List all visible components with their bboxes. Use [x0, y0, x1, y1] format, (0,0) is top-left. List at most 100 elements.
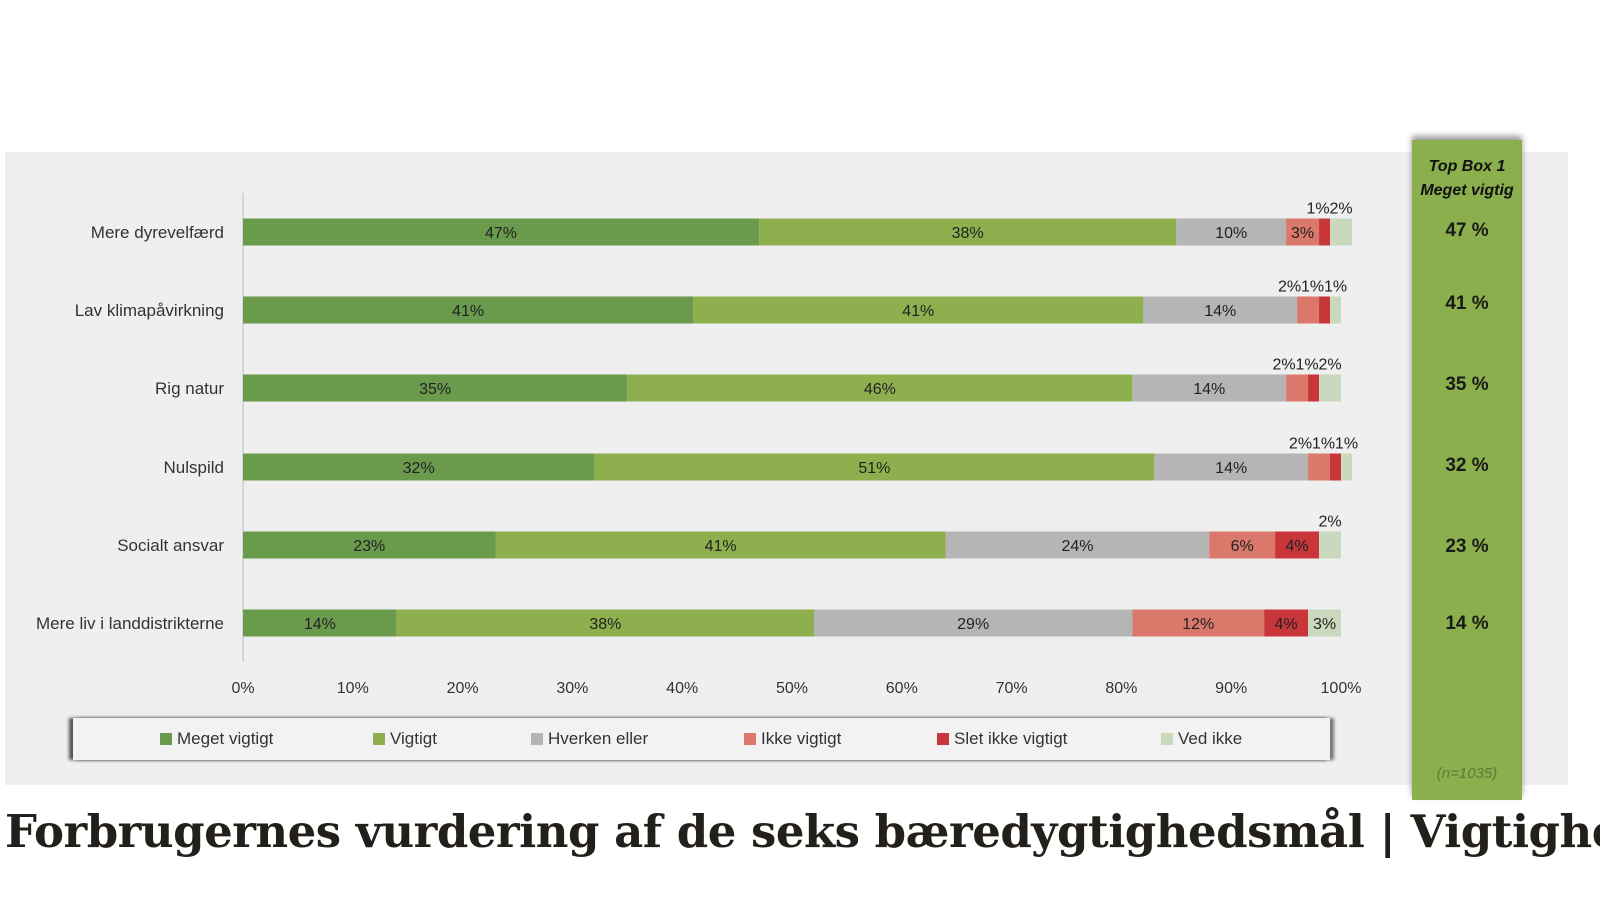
bar-segment — [1308, 453, 1331, 481]
legend-swatch — [373, 733, 385, 745]
bar-segment — [243, 296, 694, 324]
data-label: 1% — [1312, 436, 1335, 453]
data-label: 12% — [1182, 616, 1214, 633]
legend: Meget vigtigt Vigtigt Hverken eller Ikke vi… — [73, 718, 1330, 760]
bar-segment — [1330, 453, 1341, 481]
bar-segment — [1143, 296, 1298, 324]
data-label: 38% — [952, 225, 984, 242]
category-label: Mere liv i landdistrikterne — [36, 614, 224, 633]
data-label: 4% — [1286, 538, 1309, 555]
legend-label: Slet ikke vigtigt — [954, 729, 1068, 748]
category-label: Lav klimapåvirkning — [75, 301, 224, 320]
data-label: 2% — [1272, 357, 1295, 374]
bar-segment — [945, 531, 1210, 559]
bar-segment — [1264, 609, 1309, 637]
sample-size: (n=1035) — [1436, 765, 1498, 782]
data-label: 14% — [304, 616, 336, 633]
bar-segment — [1319, 374, 1341, 402]
bar-segment — [243, 531, 496, 559]
x-tick-label: 60% — [886, 680, 918, 697]
bar-segment — [594, 453, 1155, 481]
x-tick-label: 30% — [556, 680, 588, 697]
legend-label: Meget vigtigt — [177, 729, 274, 748]
x-tick-label: 0% — [231, 680, 254, 697]
data-label: 23% — [353, 538, 385, 555]
bar-segment — [1209, 531, 1276, 559]
data-label: 1% — [1295, 357, 1318, 374]
data-label: 32% — [403, 460, 435, 477]
bar-segment — [1132, 609, 1265, 637]
data-label: 2% — [1278, 279, 1301, 296]
top-box-subtitle: Meget vigtig — [1420, 182, 1514, 199]
legend-item: Ved ikke — [1161, 729, 1242, 749]
legend-item: Hverken eller — [531, 729, 648, 749]
page-title: Forbrugernes vurdering af de seks bæredy… — [5, 805, 1600, 858]
data-label: 2% — [1318, 514, 1341, 531]
data-label: 6% — [1231, 538, 1254, 555]
bar-segment — [1286, 218, 1320, 246]
data-label: 46% — [864, 381, 896, 398]
top-box-value: 23 % — [1445, 536, 1489, 557]
bar-segment — [1286, 374, 1309, 402]
bar-segment — [759, 218, 1177, 246]
top-box-panel: Top Box 1 Meget vigtig 47 % 41 % 35 % 32 … — [1412, 140, 1522, 800]
bar-segment — [1330, 218, 1352, 246]
data-label: 51% — [858, 460, 890, 477]
legend-swatch — [937, 733, 949, 745]
bar-segment — [1319, 531, 1341, 559]
bar-segment — [1176, 218, 1287, 246]
data-label: 2% — [1318, 357, 1341, 374]
bar-segment — [243, 218, 760, 246]
bar-segment — [1341, 453, 1352, 481]
top-box-value: 41 % — [1445, 293, 1489, 314]
data-label: 41% — [452, 303, 484, 320]
category-label: Mere dyrevelfærd — [91, 223, 224, 242]
data-label: 24% — [1061, 538, 1093, 555]
top-box-value: 35 % — [1445, 374, 1489, 395]
bar-segment — [1330, 296, 1341, 324]
data-label: 38% — [589, 616, 621, 633]
top-box-value: 14 % — [1445, 613, 1489, 634]
legend-item: Vigtigt — [373, 729, 437, 749]
data-label: 3% — [1313, 616, 1336, 633]
bar-segment — [1154, 453, 1309, 481]
data-label: 2% — [1289, 436, 1312, 453]
data-label: 4% — [1275, 616, 1298, 633]
data-label: 1% — [1306, 201, 1329, 218]
legend-swatch — [1161, 733, 1173, 745]
bar-segment — [813, 609, 1133, 637]
legend-swatch — [744, 733, 756, 745]
bar-segment — [1275, 531, 1320, 559]
bar-segment — [1132, 374, 1287, 402]
top-box-value: 47 % — [1445, 220, 1489, 241]
legend-label: Hverken eller — [548, 729, 649, 748]
bar-segment — [243, 374, 628, 402]
data-label: 35% — [419, 381, 451, 398]
bar-segment — [1297, 296, 1320, 324]
bar-segment — [1319, 218, 1331, 246]
bar-segment — [1308, 609, 1341, 637]
bar-segment — [693, 296, 1144, 324]
data-label: 41% — [902, 303, 934, 320]
data-label: 41% — [705, 538, 737, 555]
data-label: 10% — [1215, 225, 1247, 242]
legend-label: Ikke vigtigt — [761, 729, 842, 748]
x-tick-label: 50% — [776, 680, 808, 697]
data-label: 47% — [485, 225, 517, 242]
data-label: 3% — [1291, 225, 1314, 242]
legend-swatch — [531, 733, 543, 745]
legend-label: Vigtigt — [390, 729, 437, 748]
bar-segment — [495, 531, 946, 559]
data-label: 1% — [1335, 436, 1358, 453]
data-label: 1% — [1324, 279, 1347, 296]
data-label: 29% — [957, 616, 989, 633]
x-tick-label: 90% — [1215, 680, 1247, 697]
bar-segment — [1319, 296, 1331, 324]
data-label: 1% — [1301, 279, 1324, 296]
bar-segment — [243, 609, 397, 637]
x-tick-label: 80% — [1105, 680, 1137, 697]
legend-label: Ved ikke — [1178, 729, 1243, 748]
data-label: 2% — [1329, 201, 1352, 218]
x-tick-label: 40% — [666, 680, 698, 697]
